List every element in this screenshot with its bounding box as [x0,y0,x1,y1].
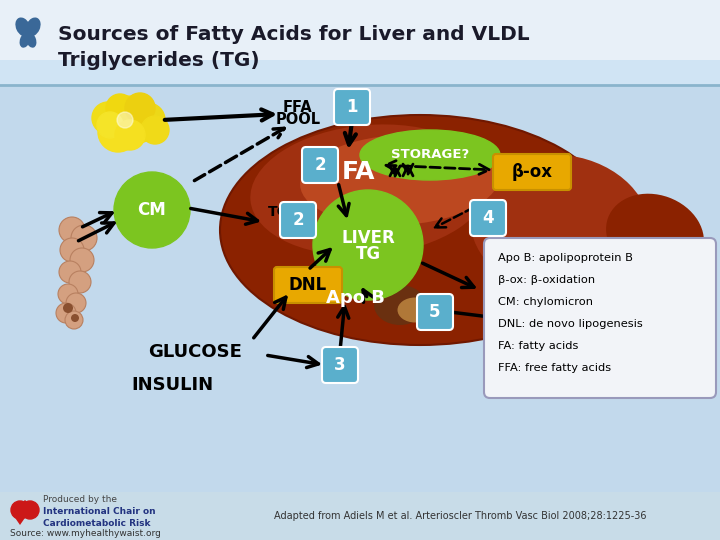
Circle shape [120,107,156,143]
FancyBboxPatch shape [322,347,358,383]
Ellipse shape [15,17,31,37]
Text: Source: www.myhealthywaist.org: Source: www.myhealthywaist.org [10,530,161,538]
Bar [0,85,720,492]
Text: FA: fatty acids: FA: fatty acids [498,341,578,351]
Ellipse shape [26,32,37,48]
Ellipse shape [251,124,490,255]
Circle shape [115,120,145,150]
Circle shape [109,96,147,134]
Text: 2: 2 [314,156,326,174]
Circle shape [114,172,190,248]
Text: TG: TG [356,245,381,263]
Circle shape [66,293,86,313]
Text: DNL: DNL [289,276,327,294]
Text: Adapted from Adiels M et al. Arterioscler Thromb Vasc Biol 2008;28:1225-36: Adapted from Adiels M et al. Arterioscle… [274,511,647,521]
Text: International Chair on: International Chair on [43,508,156,516]
Text: Produced by the: Produced by the [43,496,117,504]
Circle shape [71,314,79,322]
Text: LIVER: LIVER [341,229,395,247]
Bar [0,492,720,540]
Text: VLDL: VLDL [539,309,591,327]
Text: TG: TG [268,205,289,219]
Text: 4: 4 [482,209,494,227]
Circle shape [313,190,423,300]
Circle shape [97,112,123,138]
Circle shape [60,238,84,262]
Text: INSULIN: INSULIN [131,376,213,394]
Ellipse shape [19,32,30,48]
Text: Apo B: Apo B [325,289,384,307]
Text: FA: FA [341,160,374,184]
Ellipse shape [606,194,704,276]
Text: DNL: de novo lipogenesis: DNL: de novo lipogenesis [498,319,643,329]
Ellipse shape [360,130,500,180]
Text: Apo B: apolipoprotein B: Apo B: apolipoprotein B [498,253,633,263]
Circle shape [513,273,617,377]
Circle shape [117,112,133,128]
Text: 2: 2 [292,211,304,229]
Text: Sources of Fatty Acids for Liver and VLDL: Sources of Fatty Acids for Liver and VLD… [58,25,530,44]
FancyBboxPatch shape [302,147,338,183]
Text: Triglycerides (TG): Triglycerides (TG) [58,51,260,70]
Text: GLUCOSE: GLUCOSE [148,343,242,361]
Ellipse shape [470,154,649,295]
Text: POOL: POOL [276,112,320,127]
Circle shape [141,116,169,144]
FancyBboxPatch shape [493,154,571,190]
Bar [0,0,720,85]
Circle shape [63,303,73,313]
Circle shape [106,94,134,122]
Text: FFA: FFA [283,100,313,116]
Text: 1: 1 [346,98,358,116]
Text: Cardiometabolic Risk: Cardiometabolic Risk [43,519,150,529]
Ellipse shape [374,285,426,325]
Text: β-ox: β-oxidation: β-ox: β-oxidation [498,275,595,285]
Polygon shape [11,500,39,525]
Circle shape [59,261,81,283]
Text: STORAGE?: STORAGE? [391,148,469,161]
Circle shape [21,501,39,519]
Circle shape [56,303,76,323]
Circle shape [131,103,165,137]
Ellipse shape [220,115,620,345]
FancyBboxPatch shape [484,238,716,398]
Circle shape [58,284,78,304]
Circle shape [69,271,91,293]
FancyBboxPatch shape [417,294,453,330]
FancyBboxPatch shape [280,202,316,238]
Text: β-ox: β-ox [511,163,552,181]
Circle shape [125,93,155,123]
Text: FFA: free fatty acids: FFA: free fatty acids [498,363,611,373]
FancyBboxPatch shape [470,200,506,236]
Circle shape [70,248,94,272]
Text: CM: chylomicron: CM: chylomicron [498,297,593,307]
Circle shape [98,112,138,152]
Text: TG: TG [552,325,579,343]
Ellipse shape [397,298,433,322]
Circle shape [11,501,29,519]
FancyBboxPatch shape [334,89,370,125]
Circle shape [92,102,124,134]
Circle shape [59,217,85,243]
Circle shape [71,225,97,251]
Text: 5: 5 [429,303,441,321]
Bar [0,60,720,85]
FancyBboxPatch shape [274,267,342,303]
Text: CM: CM [138,201,166,219]
Text: 3: 3 [334,356,346,374]
Circle shape [65,311,83,329]
Ellipse shape [25,17,40,37]
Ellipse shape [300,135,500,225]
